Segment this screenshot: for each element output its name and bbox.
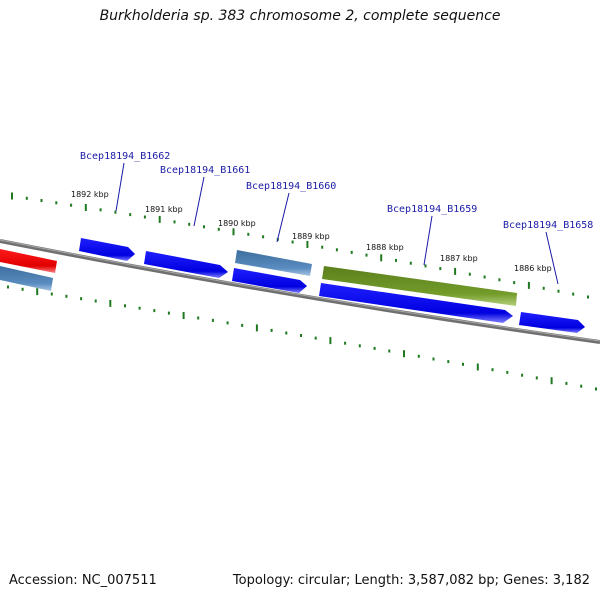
tick-label-1887: 1887 kbp: [440, 254, 478, 263]
gene-label-b1660[interactable]: Bcep18194_B1660: [246, 181, 336, 192]
gene-label-b1658[interactable]: Bcep18194_B1658: [503, 220, 593, 231]
gene-label-b1662[interactable]: Bcep18194_B1662: [80, 151, 170, 162]
gene-block-b1660[interactable]: [235, 250, 312, 276]
gene-block-b1659[interactable]: [322, 266, 517, 306]
ruler-ticks-upper: [11, 192, 589, 299]
tick-label-1892: 1892 kbp: [71, 190, 109, 199]
genome-summary: Topology: circular; Length: 3,587,082 bp…: [232, 573, 590, 588]
map-title: Burkholderia sp. 383 chromosome 2, compl…: [99, 8, 501, 24]
tick-label-1886: 1886 kbp: [514, 264, 552, 273]
tick-label-1890: 1890 kbp: [218, 219, 256, 228]
gene-label-b1661[interactable]: Bcep18194_B1661: [160, 165, 250, 176]
gene-highlight-red[interactable]: [0, 249, 57, 273]
gene-arrow-under-b1659[interactable]: [319, 283, 513, 323]
label-leaders: [115, 162, 559, 285]
gene-arrow-under-b1660[interactable]: [232, 268, 307, 293]
accession-label: Accession: NC_007511: [9, 573, 157, 588]
chromosome-backbone: [0, 239, 600, 344]
tick-label-1888: 1888 kbp: [366, 243, 404, 252]
tick-label-1889: 1889 kbp: [292, 232, 330, 241]
gene-label-b1659[interactable]: Bcep18194_B1659: [387, 204, 477, 215]
ruler-ticks-lower: [7, 285, 597, 391]
gene-arrow-b1662[interactable]: [79, 238, 135, 261]
tick-label-1891: 1891 kbp: [145, 205, 183, 214]
gene-arrow-b1661[interactable]: [144, 251, 228, 278]
gene-arrow-b1658[interactable]: [519, 312, 585, 333]
gene-block-left-steel[interactable]: [0, 266, 53, 291]
